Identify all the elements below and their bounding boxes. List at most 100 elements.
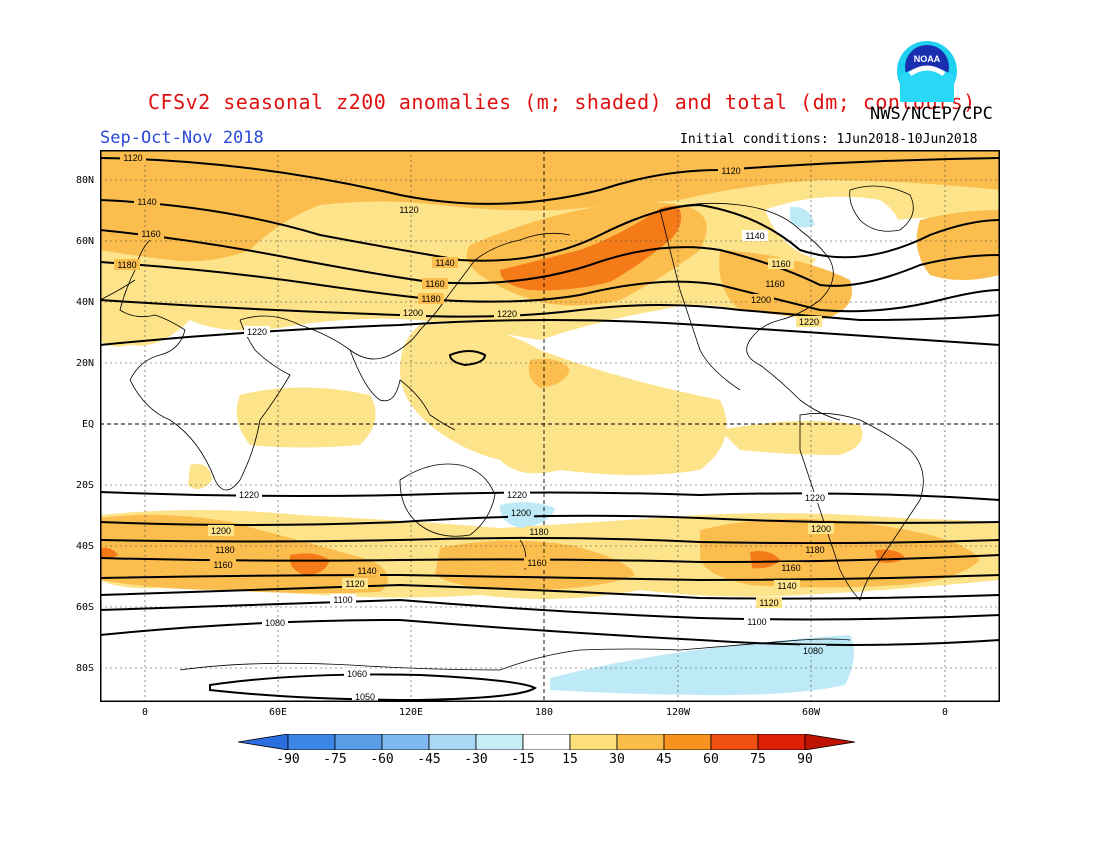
colorbar-segment — [475, 734, 524, 750]
contour-1180-north — [100, 261, 1000, 313]
contour-labels: 1120 1120 1120 1140 1140 1140 1160 1160 … — [114, 152, 834, 702]
noaa-logo: NOAA — [897, 41, 957, 102]
contour-1200-north — [100, 299, 1000, 322]
contour-label: 1180 — [215, 545, 234, 555]
svg-text:NOAA: NOAA — [914, 54, 941, 64]
contour-1120-north — [100, 157, 1000, 205]
colorbar-segment — [757, 734, 806, 750]
contour-label: 1160 — [527, 558, 546, 568]
contour-label: 1220 — [247, 327, 267, 337]
contour-label: 1080 — [803, 646, 823, 656]
lon-label: 0 — [141, 707, 149, 718]
colorbar-label: -60 — [370, 752, 394, 767]
contour-label: 1060 — [347, 669, 367, 679]
agency-label: NWS/NCEP/CPC — [870, 104, 993, 124]
colorbar-label: -30 — [464, 752, 488, 767]
colorbar-segment — [522, 734, 571, 750]
lon-label: 120W — [665, 707, 691, 718]
contour-label: 1100 — [747, 617, 766, 627]
map-plot: 1120 1120 1120 1140 1140 1140 1160 1160 … — [100, 150, 1000, 702]
contour-1060-south — [209, 673, 537, 702]
lat-label: EQ — [81, 419, 94, 430]
contour-1120-south — [100, 583, 1000, 600]
contour-1180-south — [100, 536, 1000, 545]
contour-label: 1200 — [811, 524, 831, 534]
colorbar-label: 30 — [609, 752, 625, 767]
contour-label: 1200 — [403, 308, 423, 318]
equator-and-dateline — [100, 150, 1000, 702]
contour-label: 1160 — [425, 279, 444, 289]
contour-label: 1140 — [357, 566, 376, 576]
colorbar-segment — [569, 734, 618, 750]
contour-label: 1120 — [721, 166, 740, 176]
lat-label: 20N — [75, 358, 94, 369]
colorbar — [238, 734, 856, 750]
contour-1080-south — [100, 618, 1000, 646]
colorbar-label: 75 — [750, 752, 766, 767]
contour-label: 1220 — [497, 309, 517, 319]
contour-label: 1120 — [399, 205, 418, 215]
contour-label: 1140 — [745, 231, 764, 241]
lat-label: 20S — [75, 480, 94, 491]
contour-label: 1180 — [421, 294, 440, 304]
lon-label: 0 — [941, 707, 949, 718]
contour-label: 1200 — [751, 295, 771, 305]
contour-label: 1140 — [137, 197, 156, 207]
contour-1160-north — [100, 229, 1000, 287]
colorbar-segment — [428, 734, 477, 750]
contour-label: 1160 — [765, 279, 784, 289]
contour-1140-north — [100, 199, 1000, 262]
initial-conditions-label: Initial conditions: 1Jun2018-10Jun2018 — [680, 132, 978, 147]
contour-label: 1160 — [213, 560, 232, 570]
colorbar-label: 15 — [562, 752, 578, 767]
colorbar-segment — [381, 734, 430, 750]
contour-label: 1220 — [507, 490, 527, 500]
colorbar-segment — [287, 734, 336, 750]
colorbar-segment — [804, 734, 856, 750]
colorbar-segment — [663, 734, 712, 750]
contour-label: 1180 — [805, 545, 824, 555]
contour-1220-anticyclone — [448, 350, 487, 367]
colorbar-segment — [238, 734, 289, 750]
contour-label: 1220 — [805, 493, 825, 503]
contour-label: 1160 — [141, 229, 160, 239]
contour-1200-south — [100, 514, 1000, 526]
contour-label: 1120 — [759, 598, 778, 608]
contour-label: 1200 — [211, 526, 231, 536]
contour-label: 1160 — [771, 259, 790, 269]
contour-label: 1160 — [781, 563, 800, 573]
contour-label: 1120 — [345, 579, 364, 589]
contour-label: 1140 — [777, 581, 796, 591]
grid-lines — [100, 150, 1000, 702]
colorbar-label: 45 — [656, 752, 672, 767]
contour-label: 1140 — [435, 258, 454, 268]
lon-label: 60E — [268, 707, 288, 718]
lon-label: 60W — [801, 707, 821, 718]
contour-label: 1180 — [117, 260, 136, 270]
colorbar-label: 90 — [797, 752, 813, 767]
lat-label: 80S — [75, 663, 94, 674]
colorbar-label: -15 — [511, 752, 535, 767]
height-contours — [100, 157, 1000, 702]
colorbar-label: 60 — [703, 752, 719, 767]
colorbar-segment — [710, 734, 759, 750]
lat-label: 40S — [75, 541, 94, 552]
contour-label: 1120 — [123, 153, 142, 163]
contour-label: 1100 — [333, 595, 352, 605]
contour-1140-south — [100, 573, 1000, 582]
colorbar-segment — [616, 734, 665, 750]
contour-label: 1050 — [355, 692, 375, 702]
lon-label: 180 — [534, 707, 554, 718]
map-frame — [100, 150, 1000, 702]
colorbar-label: -75 — [323, 752, 347, 767]
contour-label: 1200 — [511, 508, 531, 518]
colorbar-label: -90 — [276, 752, 300, 767]
lat-label: 60N — [75, 236, 94, 247]
contour-label: 1080 — [265, 618, 285, 628]
season-label: Sep-Oct-Nov 2018 — [100, 128, 264, 148]
contour-label: 1220 — [799, 317, 819, 327]
contour-1100-south — [100, 598, 1000, 621]
colorbar-label: -45 — [417, 752, 441, 767]
lat-label: 80N — [75, 175, 94, 186]
chart-title: CFSv2 seasonal z200 anomalies (m; shaded… — [148, 90, 976, 114]
